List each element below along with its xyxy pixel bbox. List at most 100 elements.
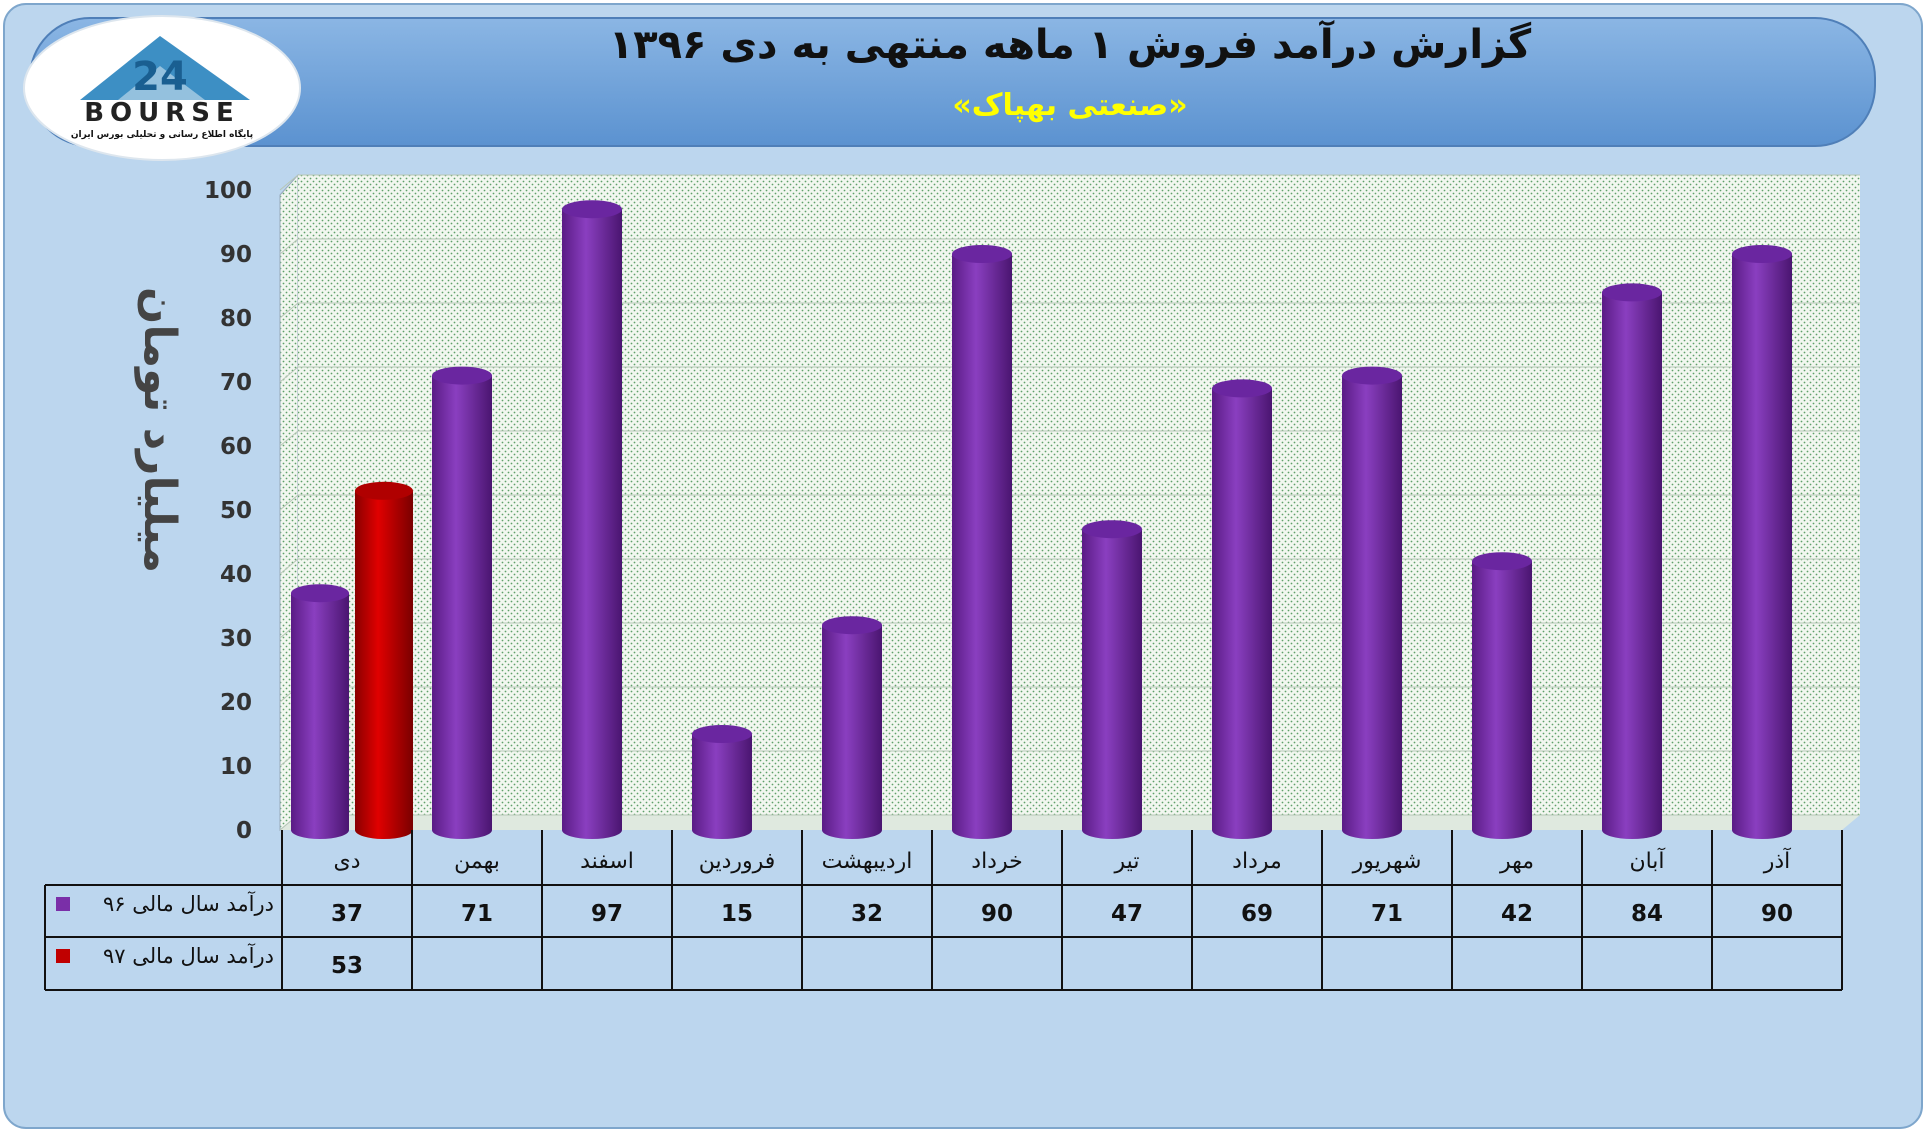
logo-tagline: پایگاه اطلاع رسانی و تحلیلی بورس ایران [71, 128, 253, 140]
legend-swatch [56, 897, 70, 911]
bar-series-96-base [1342, 821, 1402, 839]
table-value-96: 47 [1111, 901, 1143, 927]
bar-series-96-body [822, 625, 882, 830]
bars [291, 200, 1792, 839]
bar-series-96-top [291, 584, 349, 603]
bar-series-96-base [952, 821, 1012, 839]
bar-series-97 [355, 481, 413, 839]
bar-series-96 [291, 584, 349, 839]
bar-series-96-base [291, 821, 349, 839]
gridlines [279, 174, 1860, 831]
bar-series-96-base [1082, 821, 1142, 839]
bar-series-96-top [1732, 245, 1792, 263]
gridline-side [279, 430, 299, 447]
bourse-logo: 24 BOURSE پایگاه اطلاع رسانی و تحلیلی بو… [23, 15, 301, 161]
y-tick-label: 30 [220, 626, 252, 652]
table-value-96: 37 [331, 901, 363, 927]
bar-series-96-top [822, 616, 882, 635]
bar-series-96 [1602, 283, 1662, 839]
table-value-97: 53 [331, 953, 363, 979]
bar-series-96 [432, 366, 492, 839]
data-table: دی 37 53 بهمن 71 اسفند 97 فروردین 15 اردیبهشت 32 خر… [44, 830, 1843, 991]
bar-series-96 [952, 245, 1012, 839]
bar-series-96-top [562, 200, 622, 219]
category-label: آذر [1763, 847, 1791, 874]
y-tick-label: 0 [236, 818, 252, 844]
category-label: بهمن [454, 849, 500, 874]
gridline-side [279, 366, 299, 383]
bar-series-96-top [1602, 283, 1662, 302]
y-tick-label: 60 [220, 434, 252, 460]
y-tick-label: 10 [220, 754, 252, 780]
legend-series-name: درآمد سال مالی ۹۶ [103, 891, 274, 916]
y-tick-label: 50 [220, 498, 252, 524]
bar-series-96-base [1212, 821, 1272, 839]
bar-series-96 [1342, 366, 1402, 839]
y-axis-label: میلیارد تومان [134, 287, 185, 573]
y-tick-label: 80 [220, 306, 252, 332]
bar-series-96-top [1082, 520, 1142, 539]
category-label: شهریور [1352, 849, 1422, 874]
bar-series-96 [1472, 552, 1532, 839]
bar-series-96-base [432, 821, 492, 839]
bar-series-97-body [355, 490, 413, 830]
chart-subtitle: «صنعتی بهپاک» [952, 88, 1187, 123]
bar-series-96-base [1732, 821, 1792, 839]
legend-series-name: درآمد سال مالی ۹۷ [103, 943, 274, 968]
bar-series-96-body [291, 593, 349, 830]
bar-series-96 [1732, 245, 1792, 839]
bar-series-96-body [1212, 388, 1272, 830]
gridline-side [279, 174, 299, 191]
bar-series-96-body [1472, 561, 1532, 830]
y-tick-label: 70 [220, 370, 252, 396]
category-label: آبان [1629, 847, 1665, 874]
y-tick-label: 40 [220, 562, 252, 588]
y-tick-label: 100 [204, 178, 252, 204]
bar-series-96-top [432, 366, 492, 385]
bar-series-96-base [822, 821, 882, 839]
category-label: دی [333, 849, 360, 874]
bar-series-96 [1212, 379, 1272, 839]
bar-series-96-body [952, 254, 1012, 830]
logo-wordmark: BOURSE [84, 98, 240, 128]
bar-series-96-base [1602, 821, 1662, 839]
bar-series-96-body [1732, 254, 1792, 830]
gridline-side [279, 302, 299, 319]
bar-series-96-base [692, 821, 752, 839]
category-label: خرداد [971, 849, 1022, 874]
table-value-96: 15 [721, 901, 753, 927]
bar-series-96-body [1602, 292, 1662, 830]
bar-series-96-base [1472, 821, 1532, 839]
y-tick-label: 90 [220, 242, 252, 268]
plot-floor [280, 815, 1860, 830]
table-value-96: 90 [1761, 901, 1793, 927]
bar-series-97-top [355, 481, 413, 500]
category-label: اردیبهشت [822, 849, 913, 874]
gridline-side [279, 494, 299, 511]
bar-series-97-base [355, 821, 413, 839]
bar-series-96-body [692, 734, 752, 830]
y-axis: 0 10 20 30 40 50 60 70 80 90 100 [204, 178, 252, 844]
category-label: اسفند [580, 849, 634, 874]
bar-series-96-top [1342, 366, 1402, 385]
bar-series-96 [692, 725, 752, 839]
bar-series-96 [1082, 520, 1142, 839]
table-value-96: 42 [1501, 901, 1533, 927]
chart-title: گزارش درآمد فروش ۱ ماهه منتهی به دی ۱۳۹۶ [609, 19, 1532, 68]
legend-swatch [56, 949, 70, 963]
gridline-side [279, 238, 299, 255]
bar-series-96-top [692, 725, 752, 743]
category-label: مهر [1499, 849, 1534, 874]
bar-series-96-body [432, 375, 492, 830]
table-value-96: 90 [981, 901, 1013, 927]
bar-series-96-top [1212, 379, 1272, 398]
gridline-side [279, 558, 299, 575]
bar-series-96 [562, 200, 622, 839]
category-label: فروردین [699, 849, 776, 874]
bar-series-96-body [1342, 375, 1402, 830]
bar-series-96-body [1082, 529, 1142, 830]
bar-series-96-body [562, 209, 622, 830]
table-value-96: 32 [851, 901, 883, 927]
